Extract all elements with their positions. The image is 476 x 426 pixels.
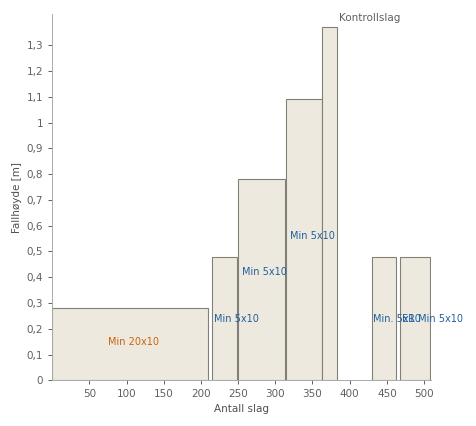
Text: ER Min 5x10: ER Min 5x10 <box>402 314 463 324</box>
Bar <box>52 308 208 380</box>
Bar <box>400 256 430 380</box>
Y-axis label: Fallhøyde [m]: Fallhøyde [m] <box>12 162 22 233</box>
Text: Min. 5x10: Min. 5x10 <box>374 314 421 324</box>
X-axis label: Antall slag: Antall slag <box>214 403 269 414</box>
Text: Min 5x10: Min 5x10 <box>242 267 287 277</box>
Text: Min 20x10: Min 20x10 <box>108 337 159 347</box>
Text: Min 5x10: Min 5x10 <box>290 231 335 241</box>
Bar <box>212 256 237 380</box>
Bar <box>372 256 397 380</box>
Text: Kontrollslag: Kontrollslag <box>338 14 400 23</box>
Bar <box>238 179 285 380</box>
Text: Min 5x10: Min 5x10 <box>214 314 258 324</box>
Bar <box>322 27 337 380</box>
Bar <box>287 99 322 380</box>
